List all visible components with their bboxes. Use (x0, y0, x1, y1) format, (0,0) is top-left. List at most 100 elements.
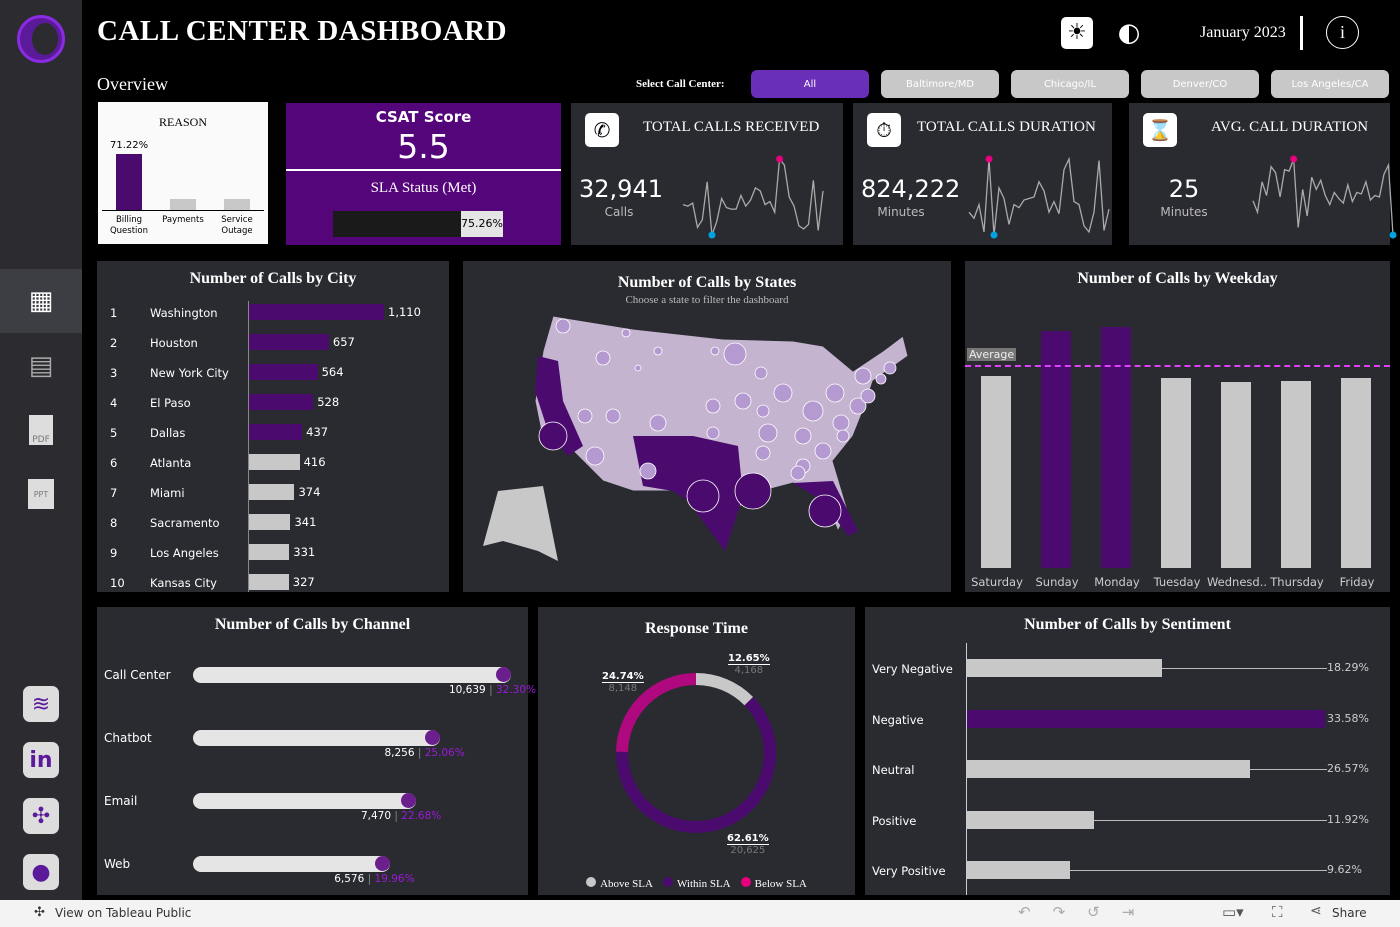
sentiment-row[interactable]: Negative 33.58% (865, 709, 1390, 730)
channel-row[interactable]: Call Center 10,639 | 32.30% (104, 667, 536, 696)
state-bubble (808, 494, 842, 528)
city-name: Kansas City (150, 576, 217, 590)
hourglass-icon: ⌛ (1143, 113, 1177, 147)
weekday-bar[interactable] (1101, 326, 1131, 568)
linkedin-link[interactable]: in (0, 728, 82, 792)
sentiment-panel: Number of Calls by Sentiment Very Negati… (865, 607, 1390, 895)
city-bar (249, 484, 295, 500)
city-row[interactable]: 2 Houston 657 (97, 327, 447, 357)
footer-toolbar: ✣ View on Tableau Public ↶↷↺⇥ ▭▾ ⛶ ⋖ Sha… (0, 900, 1400, 927)
share-button[interactable]: Share (1332, 906, 1367, 920)
channel-name: Chatbot (104, 731, 152, 745)
kpi-card: ✆ TOTAL CALLS RECEIVED 32,941 Calls (571, 103, 843, 245)
sentiment-row[interactable]: Positive 11.92% (865, 810, 1390, 831)
states-subtitle: Choose a state to filter the dashboard (625, 294, 789, 306)
sentiment-leader (1094, 819, 1327, 821)
city-row[interactable]: 9 Los Angeles 331 (97, 537, 447, 567)
filter-button[interactable]: Denver/CO (1141, 70, 1259, 98)
us-map[interactable] (463, 261, 951, 592)
view-on-tableau-link[interactable]: View on Tableau Public (55, 906, 192, 920)
weekday-bar[interactable] (1341, 378, 1371, 568)
overview-label: Overview (97, 74, 168, 94)
state-bubble (686, 479, 720, 513)
sidebar-item-pdf[interactable]: PDF (0, 398, 82, 462)
sentiment-row[interactable]: Very Positive 9.62% (865, 861, 1390, 881)
state-bubble (577, 408, 593, 424)
sentiment-value: 26.57% (1327, 762, 1369, 775)
filter-button[interactable]: Baltimore/MD (881, 70, 999, 98)
sidebar-item-table[interactable]: ▤ (0, 334, 82, 398)
city-row[interactable]: 1 Washington 1,110 (97, 297, 447, 327)
state-bubble (860, 388, 876, 404)
legend-dot (586, 877, 597, 887)
map-state-alaska (483, 486, 558, 561)
light-mode-button[interactable]: ☀ (1061, 17, 1093, 49)
city-row[interactable]: 4 El Paso 528 (97, 387, 447, 417)
city-rank: 4 (110, 396, 118, 410)
legend-dot (662, 877, 673, 887)
channel-track (193, 793, 417, 809)
channel-pct: 25.06% (424, 747, 465, 759)
reason-bar[interactable] (170, 198, 196, 210)
channel-row[interactable]: Email 7,470 | 22.68% (104, 793, 442, 822)
weekday-bar[interactable] (981, 376, 1011, 568)
state-bubble (802, 400, 824, 422)
city-row[interactable]: 6 Atlanta 416 (97, 447, 447, 477)
filter-button[interactable]: Chicago/IL (1011, 70, 1129, 98)
info-button[interactable]: i (1326, 16, 1359, 49)
reason-bar[interactable] (224, 198, 250, 210)
weekday-bar[interactable] (1041, 331, 1071, 568)
sentiment-row[interactable]: Very Negative 18.29% (865, 659, 1390, 679)
city-value: 327 (292, 575, 315, 589)
weekday-label: Thursday (1270, 575, 1324, 589)
city-row[interactable]: 5 Dallas 437 (97, 417, 447, 447)
city-row[interactable]: 8 Sacramento 341 (97, 507, 447, 537)
donut-pct: 62.61% (727, 833, 769, 845)
donut-pct: 24.74% (602, 671, 644, 683)
legend-item[interactable]: Below SLA (740, 877, 807, 890)
donut-segment (695, 673, 754, 706)
database-link[interactable]: ≋ (0, 672, 82, 736)
state-bubble (849, 397, 867, 415)
tableau-icon: ✣ (34, 905, 45, 920)
sparkline-max-dot (985, 155, 993, 163)
state-bubble (825, 383, 845, 403)
sentiment-bar (967, 760, 1251, 778)
undo-redo-icons[interactable]: ↶↷↺⇥ (1018, 903, 1157, 921)
city-value: 657 (332, 335, 355, 349)
state-bubble (585, 446, 605, 466)
city-name: Dallas (150, 426, 186, 440)
kpi-title: AVG. CALL DURATION (1211, 119, 1369, 135)
sentiment-value: 9.62% (1327, 863, 1362, 876)
city-name: Houston (150, 336, 198, 350)
city-row[interactable]: 7 Miami 374 (97, 477, 447, 507)
weekday-bar[interactable] (1221, 382, 1251, 568)
filter-button[interactable]: Los Angeles/CA (1271, 70, 1389, 98)
weekday-bar[interactable] (1161, 378, 1191, 568)
channel-pct: 32.30% (495, 684, 536, 696)
channel-row[interactable]: Web 6,576 | 19.96% (104, 856, 415, 885)
contrast-button[interactable]: ◐ (1113, 17, 1145, 49)
state-bubble (755, 445, 771, 461)
filter-button[interactable]: All (751, 70, 869, 98)
legend-item[interactable]: Above SLA (586, 877, 653, 890)
sidebar-item-dashboard[interactable]: ▦ (0, 269, 82, 333)
city-value: 341 (294, 515, 317, 529)
weekday-bar[interactable] (1281, 381, 1311, 568)
sidebar-item-ppt[interactable]: PPT (0, 462, 82, 526)
fullscreen-icon[interactable]: ⛶ (1272, 903, 1283, 921)
tableau-link[interactable]: ✣ (0, 784, 82, 848)
sentiment-row[interactable]: Neutral 26.57% (865, 760, 1390, 780)
sentiment-name: Very Positive (872, 864, 946, 878)
reason-bar[interactable] (116, 154, 142, 210)
legend-item[interactable]: Within SLA (662, 877, 731, 890)
state-bubble (854, 367, 872, 385)
comment-icon[interactable]: ▭▾ (1222, 903, 1244, 921)
city-row[interactable]: 10 Kansas City 327 (97, 567, 447, 597)
channel-row[interactable]: Chatbot 8,256 | 25.06% (104, 730, 465, 759)
city-rank: 7 (110, 486, 118, 500)
weekday-panel: Number of Calls by Weekday Saturday Sunda… (965, 261, 1390, 592)
github-link[interactable]: ● (0, 840, 82, 904)
city-row[interactable]: 3 New York City 564 (97, 357, 447, 387)
csat-divider (286, 169, 561, 171)
